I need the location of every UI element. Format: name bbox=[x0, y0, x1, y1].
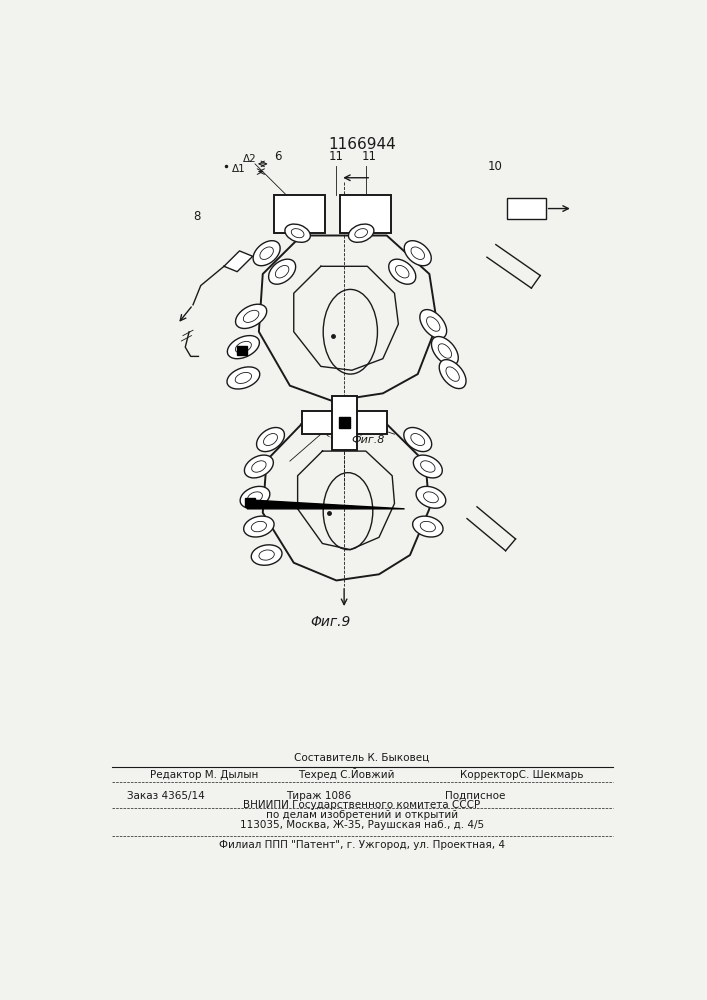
Ellipse shape bbox=[260, 247, 274, 259]
Ellipse shape bbox=[285, 224, 310, 242]
Text: Δ2: Δ2 bbox=[243, 153, 257, 163]
Ellipse shape bbox=[413, 516, 443, 537]
Ellipse shape bbox=[416, 486, 446, 508]
Ellipse shape bbox=[414, 455, 443, 478]
Text: Фиг.8: Фиг.8 bbox=[352, 435, 385, 445]
Bar bbox=[274, 195, 325, 233]
Bar bbox=[507, 198, 546, 219]
Text: Составитель К. Быковец: Составитель К. Быковец bbox=[294, 753, 430, 763]
Ellipse shape bbox=[253, 241, 280, 266]
Ellipse shape bbox=[438, 344, 452, 358]
Ellipse shape bbox=[355, 229, 368, 238]
Ellipse shape bbox=[251, 521, 267, 532]
Ellipse shape bbox=[404, 427, 432, 452]
Text: Редактор М. Дылын: Редактор М. Дылын bbox=[151, 769, 259, 780]
Text: 8: 8 bbox=[193, 210, 200, 223]
Ellipse shape bbox=[275, 265, 289, 278]
Text: КорректорС. Шекмарь: КорректорС. Шекмарь bbox=[460, 770, 584, 780]
Text: 13: 13 bbox=[267, 437, 281, 450]
Bar bbox=[340, 195, 391, 233]
Ellipse shape bbox=[411, 247, 424, 259]
Text: Δ1: Δ1 bbox=[232, 164, 245, 174]
Text: Заказ 4365/14: Заказ 4365/14 bbox=[127, 791, 205, 801]
Ellipse shape bbox=[439, 360, 466, 389]
Ellipse shape bbox=[227, 367, 259, 389]
Text: 11: 11 bbox=[361, 150, 376, 163]
Bar bbox=[332, 396, 356, 450]
Polygon shape bbox=[237, 346, 247, 355]
Text: Φиг.9: Φиг.9 bbox=[310, 615, 351, 629]
Ellipse shape bbox=[228, 336, 259, 359]
Ellipse shape bbox=[235, 341, 252, 353]
Polygon shape bbox=[339, 417, 349, 428]
Ellipse shape bbox=[420, 310, 447, 339]
Text: Тираж 1086: Тираж 1086 bbox=[286, 791, 351, 801]
Ellipse shape bbox=[291, 229, 304, 238]
Ellipse shape bbox=[431, 337, 458, 365]
Polygon shape bbox=[245, 498, 255, 507]
Text: 113035, Москва, Ж-35, Раушская наб., д. 4/5: 113035, Москва, Ж-35, Раушская наб., д. … bbox=[240, 820, 484, 830]
Text: по делам изобретений и открытий: по делам изобретений и открытий bbox=[266, 810, 458, 820]
Ellipse shape bbox=[395, 265, 409, 278]
Text: 10: 10 bbox=[488, 160, 503, 173]
Ellipse shape bbox=[257, 427, 284, 452]
Ellipse shape bbox=[259, 550, 274, 560]
Polygon shape bbox=[224, 251, 252, 272]
Ellipse shape bbox=[264, 434, 277, 446]
Ellipse shape bbox=[269, 259, 296, 284]
Text: 11: 11 bbox=[329, 150, 344, 163]
Ellipse shape bbox=[411, 434, 425, 446]
Ellipse shape bbox=[349, 224, 374, 242]
Ellipse shape bbox=[421, 461, 435, 472]
Ellipse shape bbox=[245, 455, 274, 478]
Ellipse shape bbox=[389, 259, 416, 284]
Text: 1166944: 1166944 bbox=[328, 137, 396, 152]
Text: Техред С.Йовжий: Техред С.Йовжий bbox=[298, 768, 394, 780]
Ellipse shape bbox=[235, 372, 252, 383]
Ellipse shape bbox=[251, 545, 282, 565]
Ellipse shape bbox=[235, 304, 267, 328]
Bar bbox=[301, 411, 387, 434]
Text: ВНИИПИ Государственного комитета СССР: ВНИИПИ Государственного комитета СССР bbox=[243, 800, 481, 810]
Ellipse shape bbox=[423, 492, 438, 503]
Text: 16: 16 bbox=[406, 432, 421, 445]
Ellipse shape bbox=[420, 521, 436, 532]
Text: Филиал ППП "Патент", г. Ужгород, ул. Проектная, 4: Филиал ППП "Патент", г. Ужгород, ул. Про… bbox=[219, 840, 505, 850]
Ellipse shape bbox=[243, 310, 259, 322]
Ellipse shape bbox=[446, 367, 460, 381]
Polygon shape bbox=[247, 500, 404, 509]
Ellipse shape bbox=[404, 241, 431, 266]
Ellipse shape bbox=[240, 486, 270, 508]
Ellipse shape bbox=[426, 317, 440, 331]
Ellipse shape bbox=[252, 461, 266, 472]
Text: 6: 6 bbox=[274, 150, 282, 163]
Text: Подписное: Подписное bbox=[445, 791, 506, 801]
Ellipse shape bbox=[247, 492, 262, 503]
Ellipse shape bbox=[244, 516, 274, 537]
